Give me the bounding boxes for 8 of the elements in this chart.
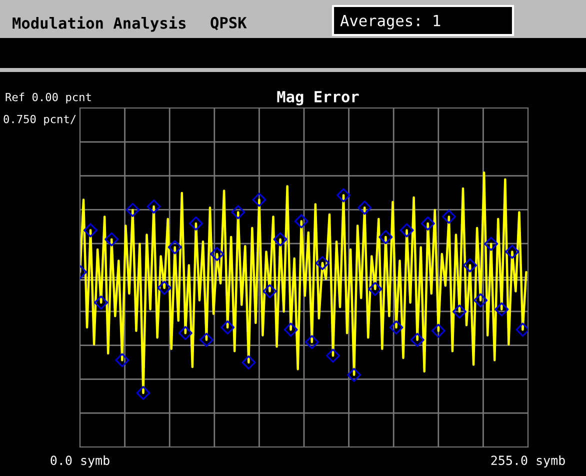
text: 0.750 pcnt/ bbox=[4, 114, 76, 126]
text: Averages: 1 bbox=[340, 15, 440, 30]
x-tick-label: 0.0 symb bbox=[50, 455, 110, 468]
x-tick-label: 255.0 symb bbox=[491, 455, 565, 468]
text: QPSK bbox=[210, 16, 247, 30]
text: Ref 0.00 pcnt bbox=[6, 92, 91, 104]
chart-title: Mag Error bbox=[277, 91, 359, 106]
text: Modulation Analysis bbox=[12, 16, 186, 32]
